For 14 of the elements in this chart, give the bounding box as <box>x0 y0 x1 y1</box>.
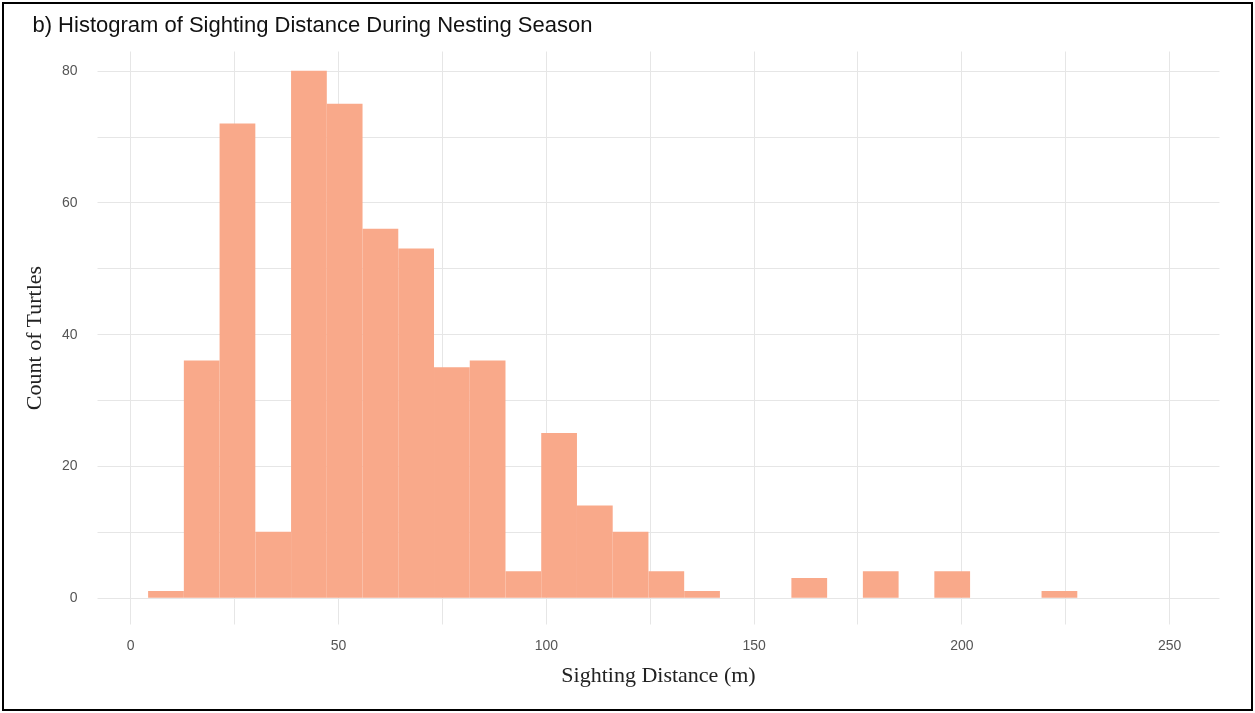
x-tick-label: 100 <box>534 636 559 653</box>
x-tick-label: 50 <box>330 636 347 653</box>
y-tick-label: 80 <box>61 62 78 79</box>
x-tick-label: 250 <box>1157 636 1182 653</box>
chart-title: b) Histogram of Sighting Distance During Nesting Season <box>32 12 593 37</box>
x-axis-title: Sighting Distance (m) <box>561 661 756 687</box>
y-axis-title: Count of Turtles <box>20 265 46 411</box>
y-tick-label: 20 <box>61 457 78 474</box>
x-tick-label: 150 <box>742 636 766 653</box>
y-tick-label: 40 <box>61 325 78 342</box>
y-tick-label: 0 <box>69 589 78 606</box>
x-tick-label: 0 <box>126 636 135 653</box>
x-tick-label: 200 <box>950 636 974 653</box>
y-tick-label: 60 <box>61 193 78 210</box>
